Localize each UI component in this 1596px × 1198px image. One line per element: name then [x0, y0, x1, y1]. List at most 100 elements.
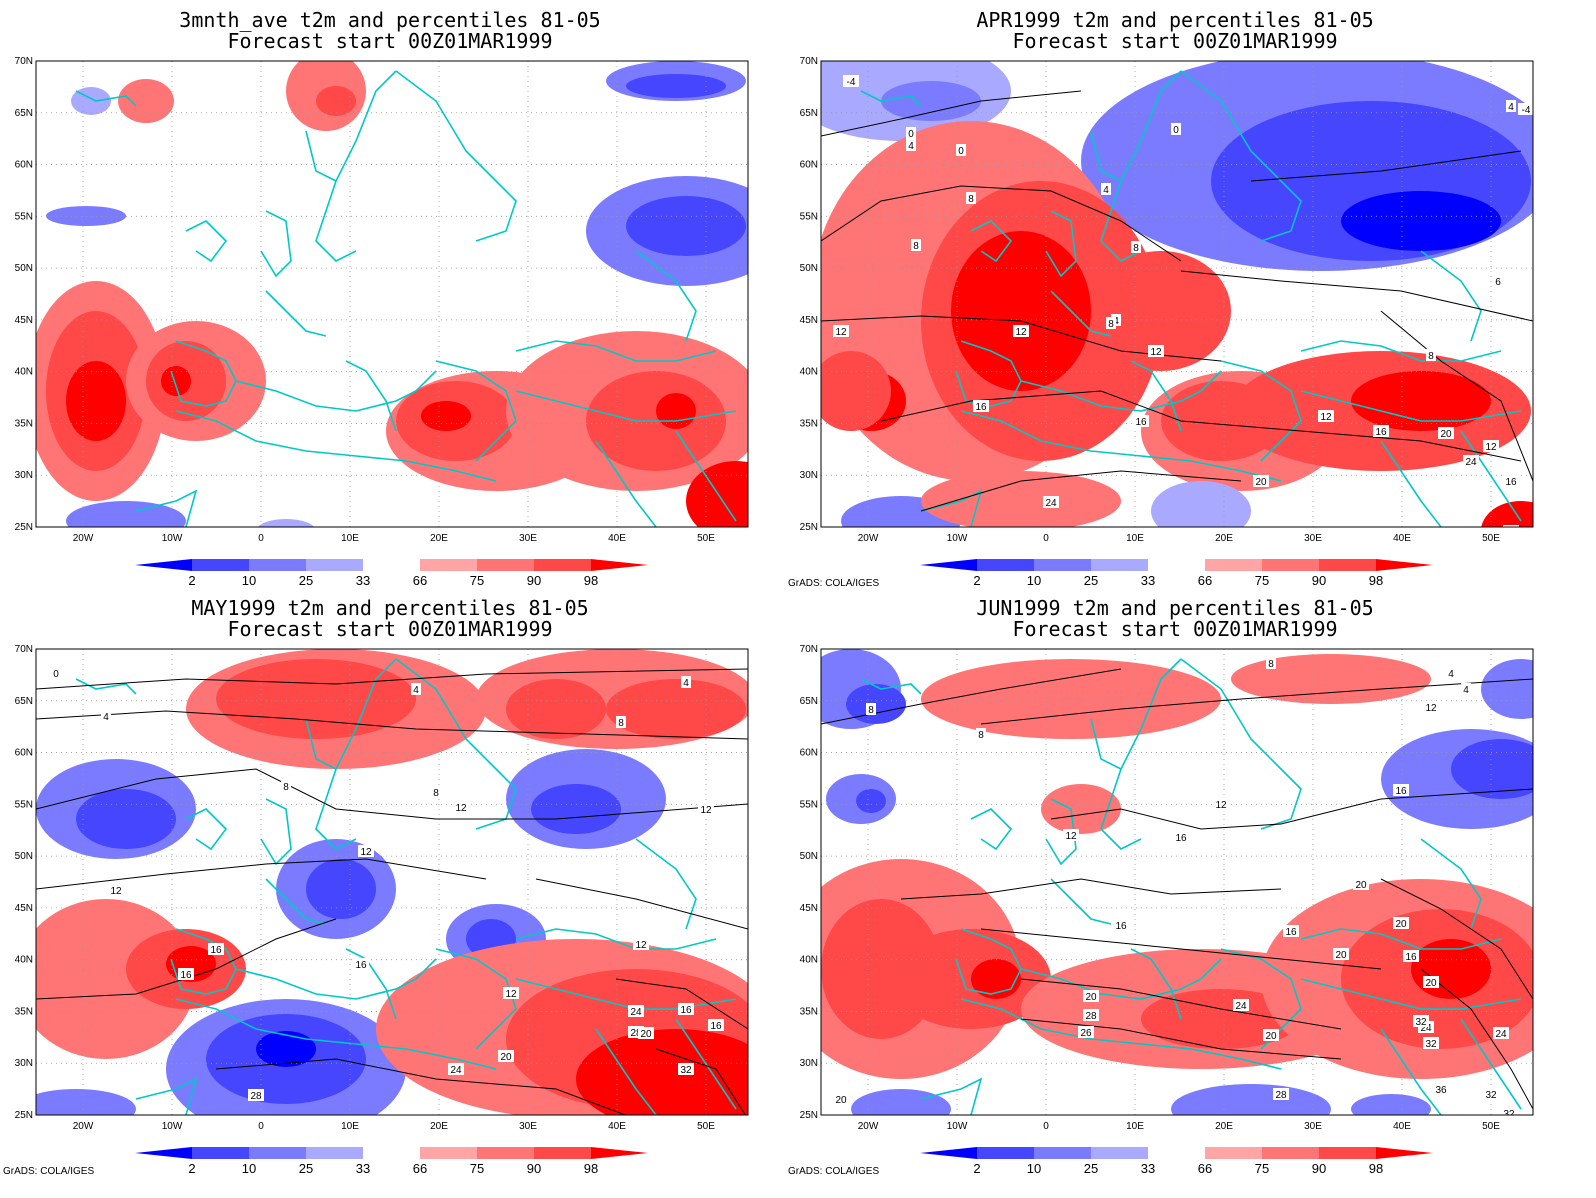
contour-label-bg [1438, 427, 1454, 439]
contour-line [535, 878, 748, 930]
coastline [1130, 360, 1182, 432]
contour-label-bg [833, 325, 849, 337]
temperature-contours: 8 4 8 4 12 8 16 12 12 16 20 16 16 20 20 20 16 20 24 28 32 26 2… [821, 657, 1533, 1115]
lon-tick-label: 40E [1393, 533, 1411, 544]
contour-label: 0 [908, 129, 914, 140]
contour-label: 8 [1428, 351, 1434, 362]
contour-label-bg [1426, 349, 1436, 361]
colorbar-arrow-high [591, 559, 648, 571]
contour-label: 20 [1440, 429, 1452, 440]
contour-line [821, 90, 1082, 137]
lon-tick-label: 0 [1043, 533, 1049, 544]
lat-tick-label: 65N [15, 108, 33, 119]
lon-tick-label: 10W [162, 1121, 183, 1132]
contour-label-bg [616, 716, 626, 728]
percentile-shade [951, 231, 1091, 391]
contour-label-bg [353, 958, 369, 970]
colorbar-segment [249, 1147, 306, 1159]
lat-tick-label: 50N [15, 851, 33, 862]
contour-label-bg [1318, 410, 1334, 422]
contour-label: 6 [1495, 277, 1501, 288]
colorbar-label: 66 [413, 573, 427, 588]
contour-label: 4 [1508, 102, 1514, 113]
colorbar-label: 90 [1312, 573, 1326, 588]
lat-tick-label: 35N [15, 418, 33, 429]
coastline [955, 340, 1022, 407]
map-frame [35, 648, 749, 1116]
lat-tick-label: 45N [15, 903, 33, 914]
contour-label: 20 [1355, 880, 1367, 891]
contour-label-bg [1518, 103, 1533, 115]
contour-label: 36 [1435, 1085, 1447, 1096]
lat-tick-label: 25N [15, 522, 33, 533]
contour-label: 12 [360, 847, 372, 858]
coastline [235, 958, 437, 1000]
temperature-contours: -404004-44884861212812816161216202420241… [821, 75, 1533, 527]
lon-tick-label: 0 [258, 1121, 264, 1132]
lat-tick-label: 45N [15, 315, 33, 326]
colorbar-arrow-low [135, 559, 192, 571]
contour-label-bg [906, 127, 916, 139]
lon-tick-label: 40E [608, 1121, 626, 1132]
percentile-shade [1481, 659, 1533, 719]
contour-line [980, 928, 1382, 970]
lon-tick-label: 50E [697, 1121, 715, 1132]
map-plot-area: 8 4 8 4 12 8 16 12 12 16 20 16 16 20 20 20 16 20 24 28 32 26 2… [800, 644, 1534, 1132]
colorbar-segment [1091, 1147, 1148, 1159]
contour-label-bg [681, 676, 691, 688]
percentile-shade [1351, 371, 1491, 431]
contour-label: 12 [1015, 327, 1027, 338]
contour-label: 12 [1320, 412, 1332, 423]
contour-label-bg [1503, 525, 1519, 527]
percentile-shade [1341, 191, 1501, 251]
percentile-shade [1091, 251, 1231, 371]
coastline [1050, 290, 1112, 337]
percentile-shade [856, 789, 886, 813]
contour-line [215, 1058, 627, 1115]
coastline [635, 250, 697, 342]
contour-label: 20 [640, 1029, 652, 1040]
contour-label: 4 [1463, 685, 1469, 696]
coastline [960, 998, 1282, 1070]
contour-label-bg [638, 1027, 654, 1039]
lon-tick-label: 20W [73, 1121, 94, 1132]
lat-tick-label: 60N [800, 748, 818, 759]
percentile-shade [257, 519, 315, 527]
contour-label-bg [1483, 1088, 1499, 1100]
contour-label-bg [1013, 325, 1029, 337]
panel-jun1999: JUN1999 t2m and percentiles 81-05 Foreca… [785, 588, 1585, 1188]
colorbar: 2 10 25 33 66 75 90 98 [135, 559, 648, 588]
contour-label-bg [248, 1089, 264, 1101]
map-plot-area: 0 4 4 4 8 8 8 12 12 12 12 16 16 12 16 16 12 24 28 16 20 20 32 2… [15, 644, 749, 1132]
contour-label-bg [1403, 950, 1419, 962]
coastline [265, 878, 327, 925]
contour-label-bg [1461, 683, 1471, 695]
lon-tick-label: 20W [858, 1121, 879, 1132]
contour-label-bg [966, 192, 976, 204]
contour-label: 16 [1285, 927, 1297, 938]
contour-label-bg [1173, 831, 1189, 843]
map-3month-average: 70N 65N 60N 55N 50N 45N 40N 35N 30N 25N 20W 10W 0 10E… [15, 56, 749, 544]
contour-label: 4 [1103, 185, 1109, 196]
colorbar-segment [1148, 1147, 1205, 1159]
contour-label: 4 [683, 678, 689, 689]
contour-label-bg [281, 780, 291, 792]
map-frame [820, 60, 1534, 528]
contour-label-bg [1463, 455, 1479, 467]
map-shading [36, 61, 748, 527]
map-gridlines [36, 61, 748, 527]
coastline [1045, 210, 1077, 278]
contour-label: 4 [908, 141, 914, 152]
lat-tick-label: 40N [800, 367, 818, 378]
coastline [1020, 370, 1222, 412]
lat-tick-label: 25N [800, 522, 818, 533]
contour-label-bg [1353, 878, 1369, 890]
colorbar-segment [977, 559, 1034, 571]
contour-label-bg [108, 884, 124, 896]
lat-tick-label: 70N [15, 644, 33, 655]
contour-label: 16 [180, 970, 192, 981]
contour-label: 12 [1215, 800, 1227, 811]
lat-tick-label: 70N [15, 56, 33, 67]
contour-label: 8 [1133, 243, 1139, 254]
contour-label-bg [1446, 667, 1456, 679]
